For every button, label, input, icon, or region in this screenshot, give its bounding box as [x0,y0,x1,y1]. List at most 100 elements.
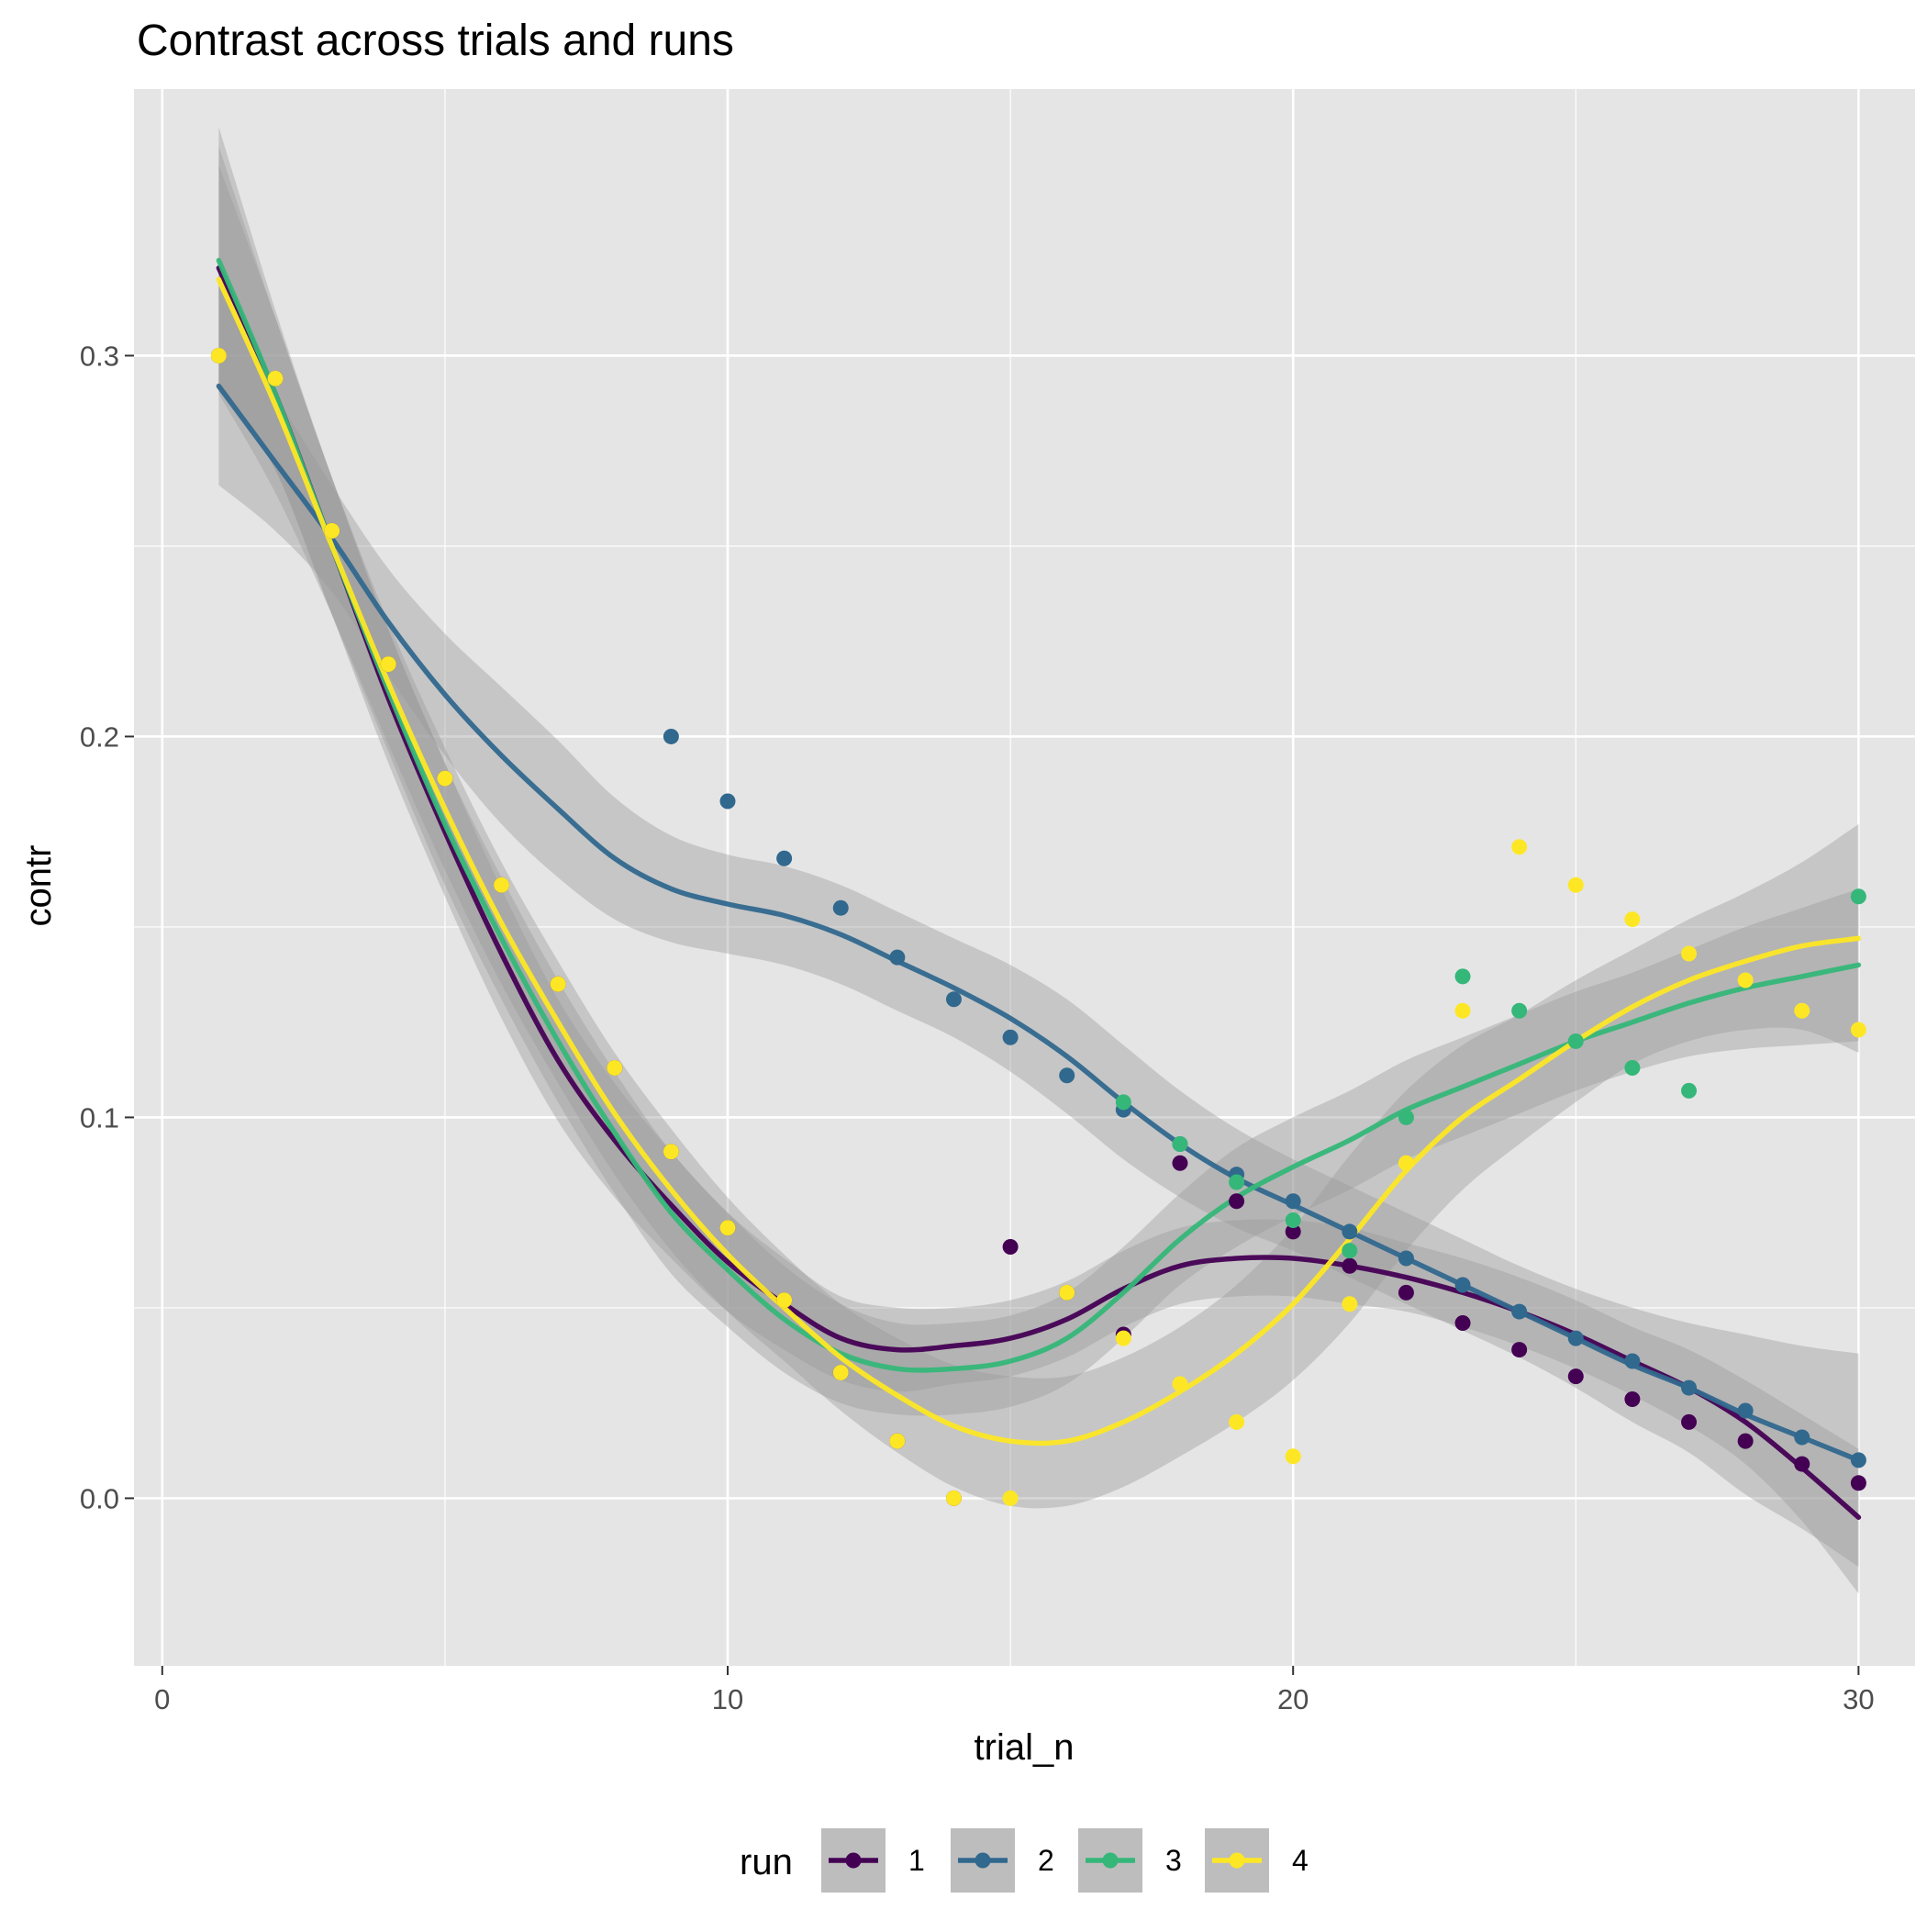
data-point-run-1 [1229,1193,1245,1210]
smooth-line-run-4 [216,276,1862,1446]
legend-label-run-3: 3 [1165,1844,1182,1877]
x-tick-label: 0 [154,1683,170,1715]
data-point-run-3 [1567,1033,1584,1049]
legend-key-point-run-2 [975,1852,991,1869]
data-point-run-3 [1454,968,1471,985]
legend-label-run-2: 2 [1038,1844,1054,1877]
legend-label-run-4: 4 [1292,1844,1309,1877]
plot-panel [134,89,1915,1666]
data-point-run-4 [776,1292,793,1309]
legend-key-point-run-3 [1102,1852,1119,1869]
data-point-run-2 [663,728,679,744]
data-point-run-2 [1342,1223,1358,1240]
data-point-run-2 [889,949,906,966]
data-point-run-1 [1567,1368,1584,1385]
data-point-run-4 [494,877,510,893]
data-point-run-2 [945,991,962,1008]
data-point-run-1 [1285,1223,1301,1240]
smooth-line-run-3 [216,257,1862,1373]
x-axis-label: trial_n [975,1727,1075,1768]
data-point-run-1 [1172,1155,1188,1171]
data-point-run-4 [1511,839,1528,855]
axis-layer: 0 10 20 30 0.0 0.1 0.2 0.3 [80,340,1875,1715]
data-point-run-1 [1342,1257,1358,1274]
y-tick-label: 0.3 [80,340,119,372]
data-point-run-4 [550,976,566,992]
data-point-run-1 [1681,1413,1698,1430]
confidence-band-run-2 [218,286,1859,1568]
data-point-run-4 [1229,1413,1245,1430]
data-point-run-4 [324,522,340,539]
data-point-run-4 [1794,1002,1810,1019]
data-point-run-3 [1115,1094,1131,1111]
data-point-run-4 [1285,1448,1301,1465]
x-tick-label: 20 [1277,1683,1309,1715]
data-point-run-2 [1059,1067,1075,1084]
data-point-run-4 [1115,1330,1131,1346]
data-point-run-4 [1681,945,1698,962]
data-point-run-4 [437,770,453,787]
confidence-band-run-1 [218,146,1859,1594]
x-tick-label: 10 [712,1683,743,1715]
data-point-run-4 [719,1220,736,1236]
data-point-run-4 [380,656,396,673]
data-point-run-4 [1737,972,1754,988]
data-point-run-1 [1454,1315,1471,1332]
data-point-run-1 [1794,1456,1810,1472]
chart-title: Contrast across trials and runs [137,17,734,65]
data-point-run-4 [1624,911,1641,928]
data-point-run-2 [832,899,849,916]
data-point-run-4 [1002,1490,1019,1506]
data-point-run-2 [1002,1029,1019,1045]
data-point-run-3 [1398,1109,1414,1125]
confidence-band-run-4 [218,165,1859,1509]
data-point-run-2 [719,793,736,810]
data-point-run-2 [1398,1250,1414,1267]
data-point-run-3 [1681,1082,1698,1099]
data-point-run-1 [1398,1284,1414,1301]
data-point-run-4 [889,1433,906,1449]
data-point-run-3 [1342,1243,1358,1259]
data-point-run-4 [267,370,284,386]
data-point-run-1 [1002,1239,1019,1256]
data-point-run-1 [1511,1342,1528,1358]
data-point-run-4 [607,1059,623,1076]
data-point-run-1 [1624,1391,1641,1408]
data-point-run-4 [663,1144,679,1160]
data-point-run-3 [1229,1174,1245,1190]
data-point-run-2 [1454,1277,1471,1293]
data-point-run-2 [1567,1330,1584,1346]
data-point-run-2 [1794,1429,1810,1446]
legend-key-point-run-4 [1229,1852,1245,1869]
data-point-run-2 [1285,1193,1301,1210]
data-point-run-3 [1850,888,1866,905]
y-tick-label: 0.1 [80,1101,119,1134]
data-point-run-4 [1850,1022,1866,1038]
legend-title: run [740,1842,793,1882]
data-point-run-2 [1737,1402,1754,1419]
data-point-run-2 [776,850,793,866]
data-point-run-4 [210,347,227,363]
data-point-run-4 [1172,1376,1188,1392]
legend-label-run-1: 1 [908,1844,925,1877]
data-point-run-4 [1342,1296,1358,1312]
data-point-run-4 [1398,1155,1414,1171]
data-point-run-2 [1850,1452,1866,1469]
data-point-run-4 [945,1490,962,1506]
data-point-run-2 [1681,1379,1698,1396]
data-point-layer [210,347,1866,1506]
data-point-run-1 [1850,1475,1866,1491]
y-tick-label: 0.2 [80,720,119,753]
data-point-run-3 [1624,1059,1641,1076]
data-point-run-3 [1172,1135,1188,1152]
data-point-run-4 [1567,877,1584,893]
x-tick-label: 30 [1843,1683,1874,1715]
data-point-run-2 [1624,1353,1641,1369]
data-point-run-3 [1285,1212,1301,1228]
data-point-run-3 [1511,1002,1528,1019]
data-point-run-4 [832,1364,849,1380]
legend-items: 1 2 3 4 [821,1828,1309,1893]
data-point-run-4 [1059,1284,1075,1301]
